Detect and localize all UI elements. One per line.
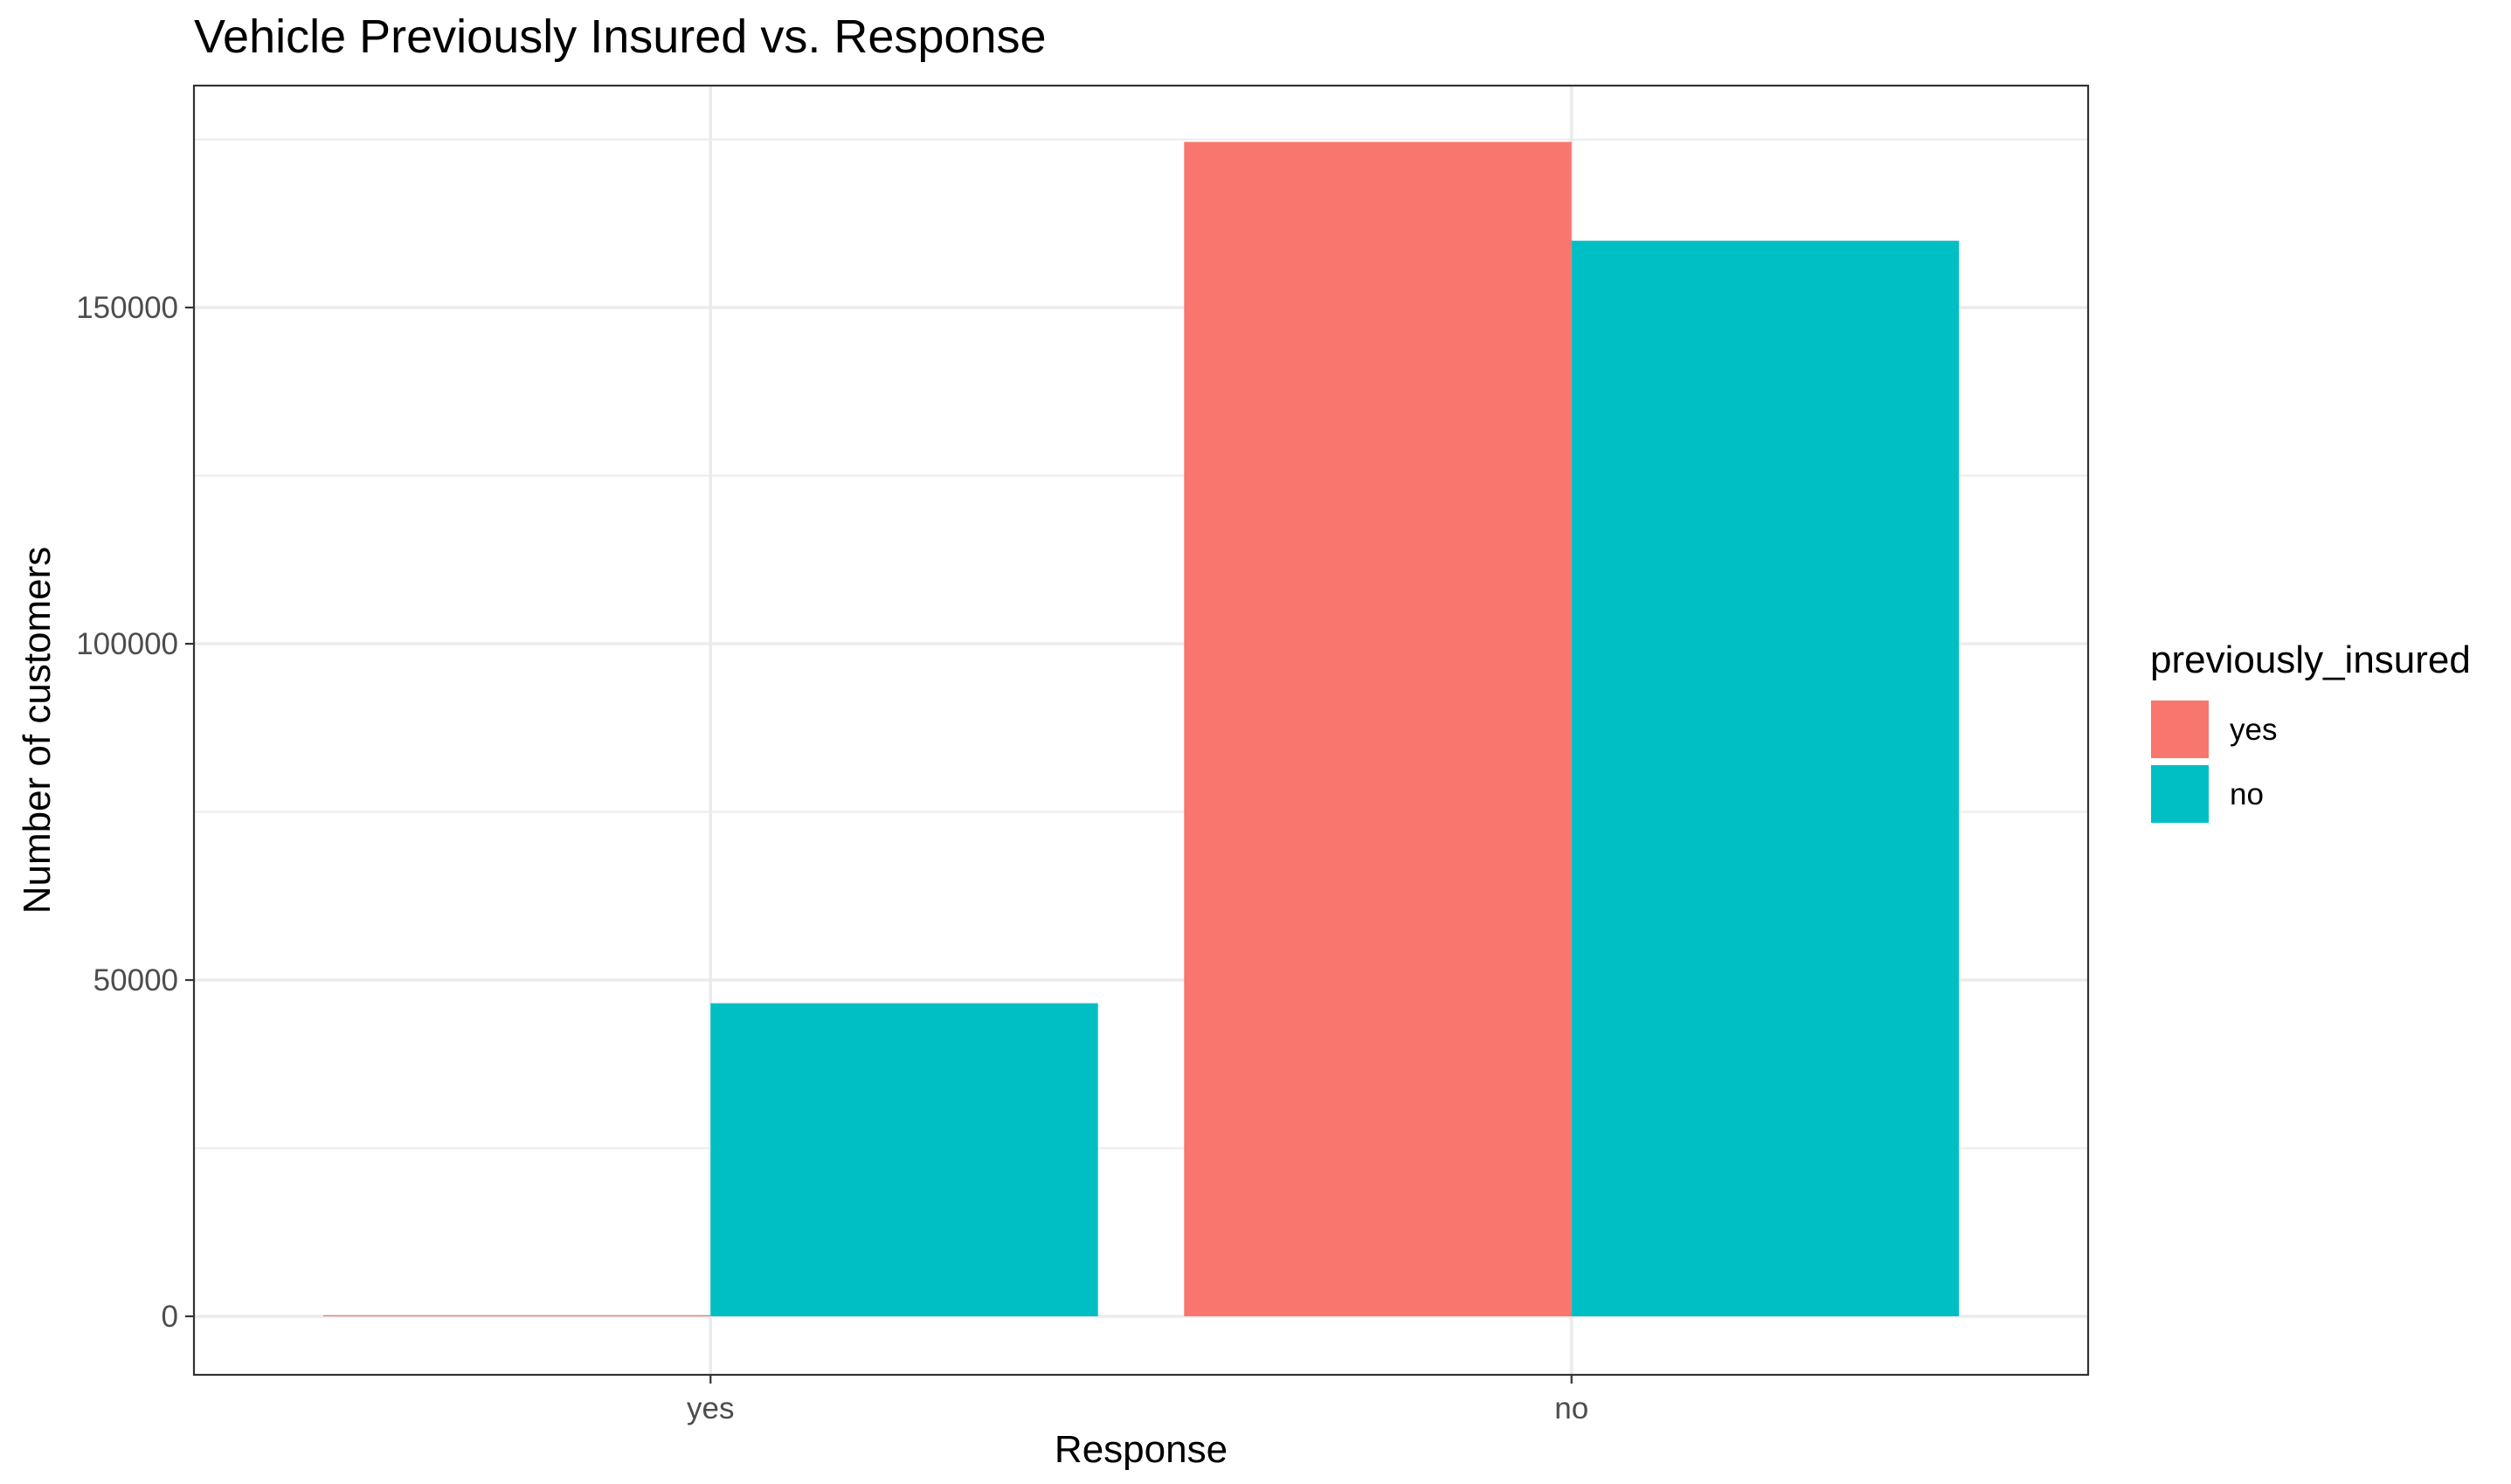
y-axis-title: Number of customers [16,547,59,915]
bar-yes-yes [322,1315,711,1317]
x-tick-label: yes [687,1391,734,1425]
x-axis: yes no [687,1375,1588,1425]
x-tick-label: no [1554,1391,1588,1425]
y-axis: 0 50000 100000 150000 [76,291,194,1334]
y-tick-label: 100000 [76,627,178,661]
legend: previously_insured yes no [2150,638,2471,823]
y-tick-label: 150000 [76,291,178,325]
legend-key-yes [2151,701,2209,758]
bar-no-no [1571,240,1960,1317]
bars [322,141,1960,1317]
legend-label-no: no [2230,777,2264,811]
legend-title: previously_insured [2150,638,2471,681]
bar-yes-no [710,1003,1098,1317]
bar-no-yes [1184,141,1572,1317]
x-axis-title: Response [1055,1428,1228,1471]
plot-area [192,84,2090,1377]
panel-border [192,84,2090,1377]
legend-items: yes no [2151,701,2277,823]
legend-key-no [2151,765,2209,823]
chart-title: Vehicle Previously Insured vs. Response [194,10,1047,63]
legend-label-yes: yes [2230,713,2277,747]
y-tick-label: 50000 [93,963,178,997]
y-tick-label: 0 [162,1300,178,1334]
